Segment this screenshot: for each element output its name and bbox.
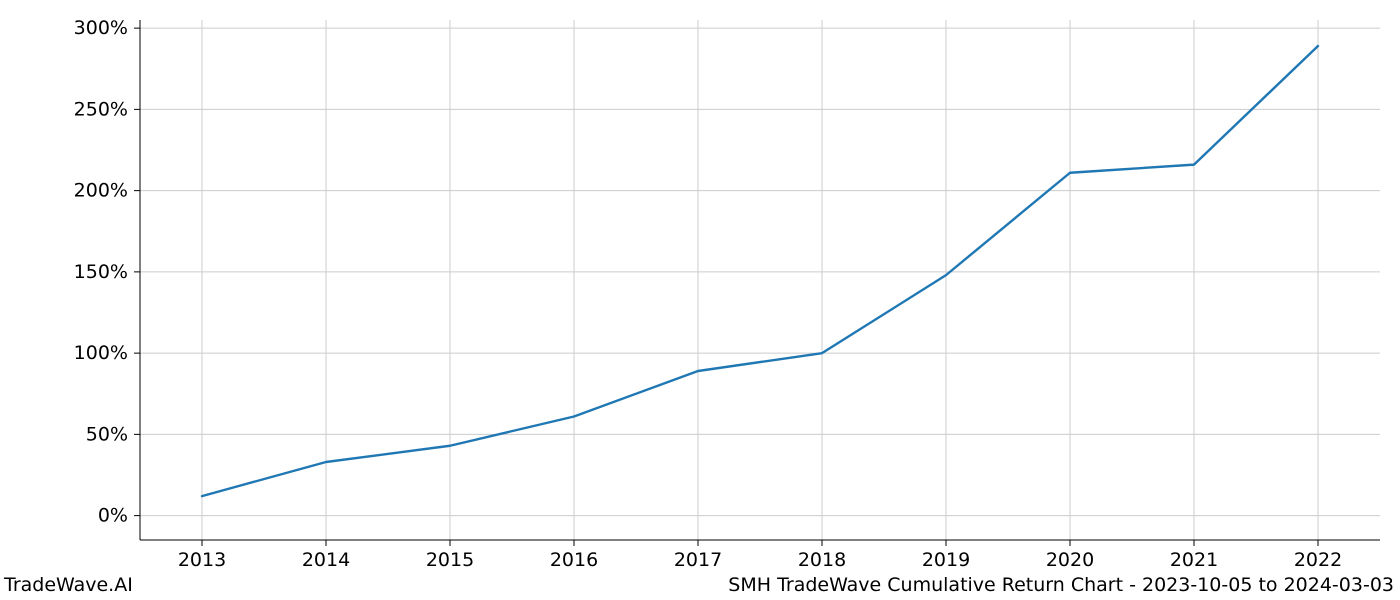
x-tick-label: 2021 (1170, 549, 1218, 571)
y-tick-label: 100% (74, 342, 128, 364)
y-tick-label: 150% (74, 261, 128, 283)
y-tick-label: 300% (74, 17, 128, 39)
x-tick-label: 2014 (302, 549, 350, 571)
y-tick-label: 250% (74, 98, 128, 120)
x-tick-label: 2017 (674, 549, 722, 571)
x-tick-label: 2016 (550, 549, 598, 571)
y-tick-label: 50% (86, 423, 128, 445)
y-tick-label: 0% (98, 505, 128, 527)
x-tick-label: 2020 (1046, 549, 1094, 571)
y-tick-label: 200% (74, 180, 128, 202)
footer-right-text: SMH TradeWave Cumulative Return Chart - … (728, 574, 1394, 596)
x-tick-label: 2013 (178, 549, 226, 571)
footer-left-text: TradeWave.AI (4, 574, 133, 596)
line-chart: 2013 2014 2015 2016 2017 2018 2019 2020 2021 2022… (0, 0, 1400, 600)
chart-container: 2013 2014 2015 2016 2017 2018 2019 2020 2021 2022… (0, 0, 1400, 600)
x-tick-label: 2022 (1294, 549, 1342, 571)
x-tick-label: 2015 (426, 549, 474, 571)
x-tick-label: 2018 (798, 549, 846, 571)
x-tick-label: 2019 (922, 549, 970, 571)
